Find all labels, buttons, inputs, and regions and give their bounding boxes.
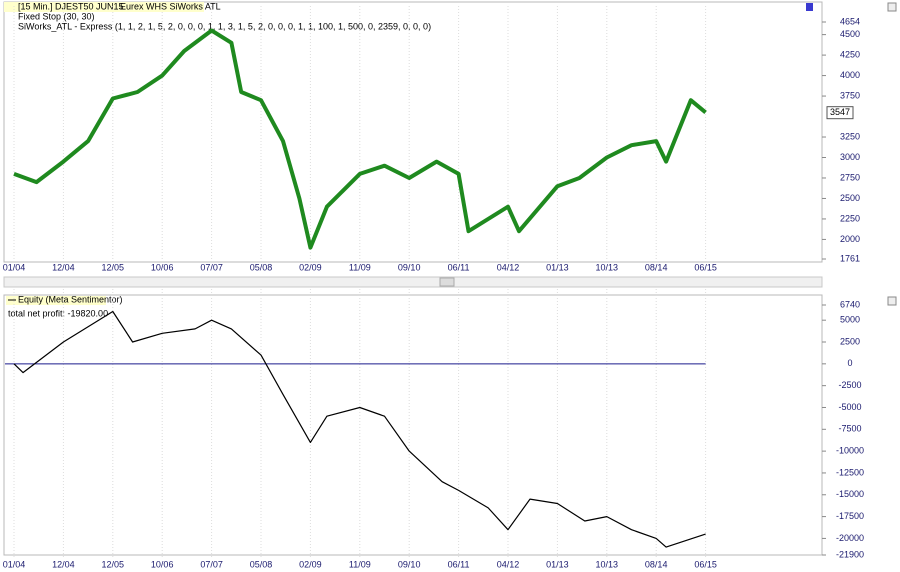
equity-panel bbox=[3, 294, 823, 556]
y-tick-label: -7500 bbox=[838, 424, 861, 434]
net-profit: total net profit: -19820.00 bbox=[8, 308, 108, 318]
feed: Eurex WHS SiWorks ATL bbox=[120, 1, 221, 11]
scrollbar[interactable] bbox=[3, 276, 823, 288]
legend-box bbox=[6, 296, 106, 305]
y-tick-label: 3000 bbox=[840, 152, 860, 162]
x-tick-label: 10/13 bbox=[596, 559, 619, 569]
y-tick-label: 4250 bbox=[840, 49, 860, 59]
x-tick-label: 06/15 bbox=[694, 559, 717, 569]
x-tick-label: 05/08 bbox=[250, 262, 273, 272]
x-tick-label: 06/11 bbox=[448, 262, 470, 272]
x-tick-label: 05/08 bbox=[250, 559, 273, 569]
y-tick-label: -12500 bbox=[836, 467, 864, 477]
x-tick-label: 06/11 bbox=[448, 559, 470, 569]
price-line bbox=[13, 310, 706, 548]
x-tick-label: 04/12 bbox=[497, 559, 520, 569]
x-tick-label: 08/14 bbox=[645, 559, 668, 569]
y-tick-label: 6740 bbox=[840, 299, 860, 309]
y-tick-label: 4654 bbox=[840, 16, 860, 26]
x-tick-label: 10/06 bbox=[151, 559, 174, 569]
scroll-thumb[interactable] bbox=[439, 277, 455, 287]
panel-button[interactable] bbox=[887, 2, 897, 12]
y-tick-label: 1761 bbox=[840, 253, 860, 263]
y-tick-label: -21900 bbox=[836, 549, 864, 559]
x-tick-label: 06/15 bbox=[694, 262, 717, 272]
last-value-box bbox=[826, 106, 854, 120]
x-tick-label: 12/04 bbox=[52, 559, 75, 569]
x-tick-label: 01/04 bbox=[3, 559, 26, 569]
x-tick-label: 10/06 bbox=[151, 262, 174, 272]
y-tick-label: 0 bbox=[847, 358, 852, 368]
y-tick-label: 3750 bbox=[840, 90, 860, 100]
x-tick-label: 12/04 bbox=[52, 262, 75, 272]
y-tick-label: -15000 bbox=[836, 489, 864, 499]
y-tick-label: 2250 bbox=[840, 213, 860, 223]
y-tick-label: 4000 bbox=[840, 70, 860, 80]
x-tick-label: 09/10 bbox=[398, 262, 421, 272]
x-tick-label: 12/05 bbox=[102, 559, 125, 569]
x-tick-label: 12/05 bbox=[102, 262, 125, 272]
x-tick-label: 10/13 bbox=[596, 262, 619, 272]
y-tick-label: -5000 bbox=[838, 402, 861, 412]
instrument: [15 Min.] DJEST50 JUN15 bbox=[18, 1, 124, 11]
x-tick-label: 01/13 bbox=[546, 262, 569, 272]
x-tick-label: 09/10 bbox=[398, 559, 421, 569]
x-tick-label: 08/14 bbox=[645, 262, 668, 272]
price-line bbox=[13, 28, 707, 250]
y-tick-label: 2500 bbox=[840, 336, 860, 346]
x-tick-label: 11/09 bbox=[349, 559, 371, 569]
y-tick-label: 2750 bbox=[840, 172, 860, 182]
x-tick-label: 02/09 bbox=[299, 262, 322, 272]
y-tick-label: -17500 bbox=[836, 511, 864, 521]
x-tick-label: 01/13 bbox=[546, 559, 569, 569]
equity-title: Equity (Meta Sentimentor) bbox=[18, 294, 123, 304]
x-tick-label: 11/09 bbox=[349, 262, 371, 272]
x-tick-label: 02/09 bbox=[299, 559, 322, 569]
y-tick-label: 2000 bbox=[840, 234, 860, 244]
y-tick-label: -20000 bbox=[836, 533, 864, 543]
panel-button[interactable] bbox=[806, 3, 813, 11]
y-tick-label: 5000 bbox=[840, 315, 860, 325]
y-tick-label: 4500 bbox=[840, 29, 860, 39]
x-tick-label: 01/04 bbox=[3, 262, 26, 272]
x-tick-label: 07/07 bbox=[200, 559, 223, 569]
y-tick-label: -2500 bbox=[838, 380, 861, 390]
indicator: SiWorks_ATL - Express (1, 1, 2, 1, 5, 2,… bbox=[18, 21, 431, 31]
y-tick-label: 3250 bbox=[840, 131, 860, 141]
indicator: Fixed Stop (30, 30) bbox=[18, 11, 95, 21]
header-box bbox=[4, 2, 204, 12]
x-tick-label: 07/07 bbox=[200, 262, 223, 272]
last-value-label: 3547 bbox=[830, 107, 850, 117]
panel-button[interactable] bbox=[887, 296, 897, 306]
y-tick-label: -10000 bbox=[836, 445, 864, 455]
y-tick-label: 2500 bbox=[840, 193, 860, 203]
price-panel bbox=[3, 1, 823, 263]
x-tick-label: 04/12 bbox=[497, 262, 520, 272]
